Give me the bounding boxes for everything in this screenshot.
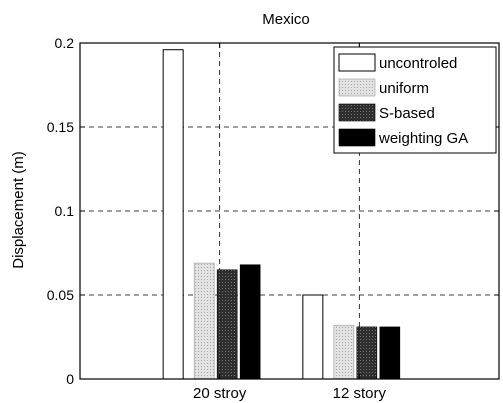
x-tick-label: 12 story <box>333 385 387 402</box>
bar-uncontroled <box>302 294 324 380</box>
legend-swatch <box>338 128 376 147</box>
legend-swatch <box>338 103 376 122</box>
bar-uncontroled <box>162 49 184 380</box>
legend-label: uniform <box>379 80 429 97</box>
y-tick-label: 0.2 <box>55 35 75 51</box>
y-axis-label: Displacement (m) <box>10 151 27 269</box>
bar-uniform <box>333 324 355 380</box>
chart-title: Mexico <box>262 11 310 28</box>
legend: uncontroled uniform S-based weighting GA <box>333 46 497 154</box>
bar-s-based <box>356 326 378 380</box>
legend-swatch <box>338 53 376 72</box>
bar-uniform <box>193 262 215 380</box>
legend-label: uncontroled <box>379 55 457 72</box>
bar-weighting-ga <box>239 264 261 380</box>
y-tick-label: 0.05 <box>47 287 74 303</box>
legend-label: S-based <box>379 105 435 122</box>
bar-s-based <box>216 269 238 380</box>
y-tick-label: 0 <box>66 371 74 387</box>
x-axis-ticks: 20 stroy 12 story <box>193 43 387 402</box>
x-tick-label: 20 stroy <box>193 385 247 402</box>
y-tick-label: 0.1 <box>55 203 75 219</box>
legend-label: weighting GA <box>378 130 468 147</box>
legend-swatch <box>338 78 376 97</box>
y-tick-label: 0.15 <box>47 119 74 135</box>
bar-weighting-ga <box>379 326 401 380</box>
